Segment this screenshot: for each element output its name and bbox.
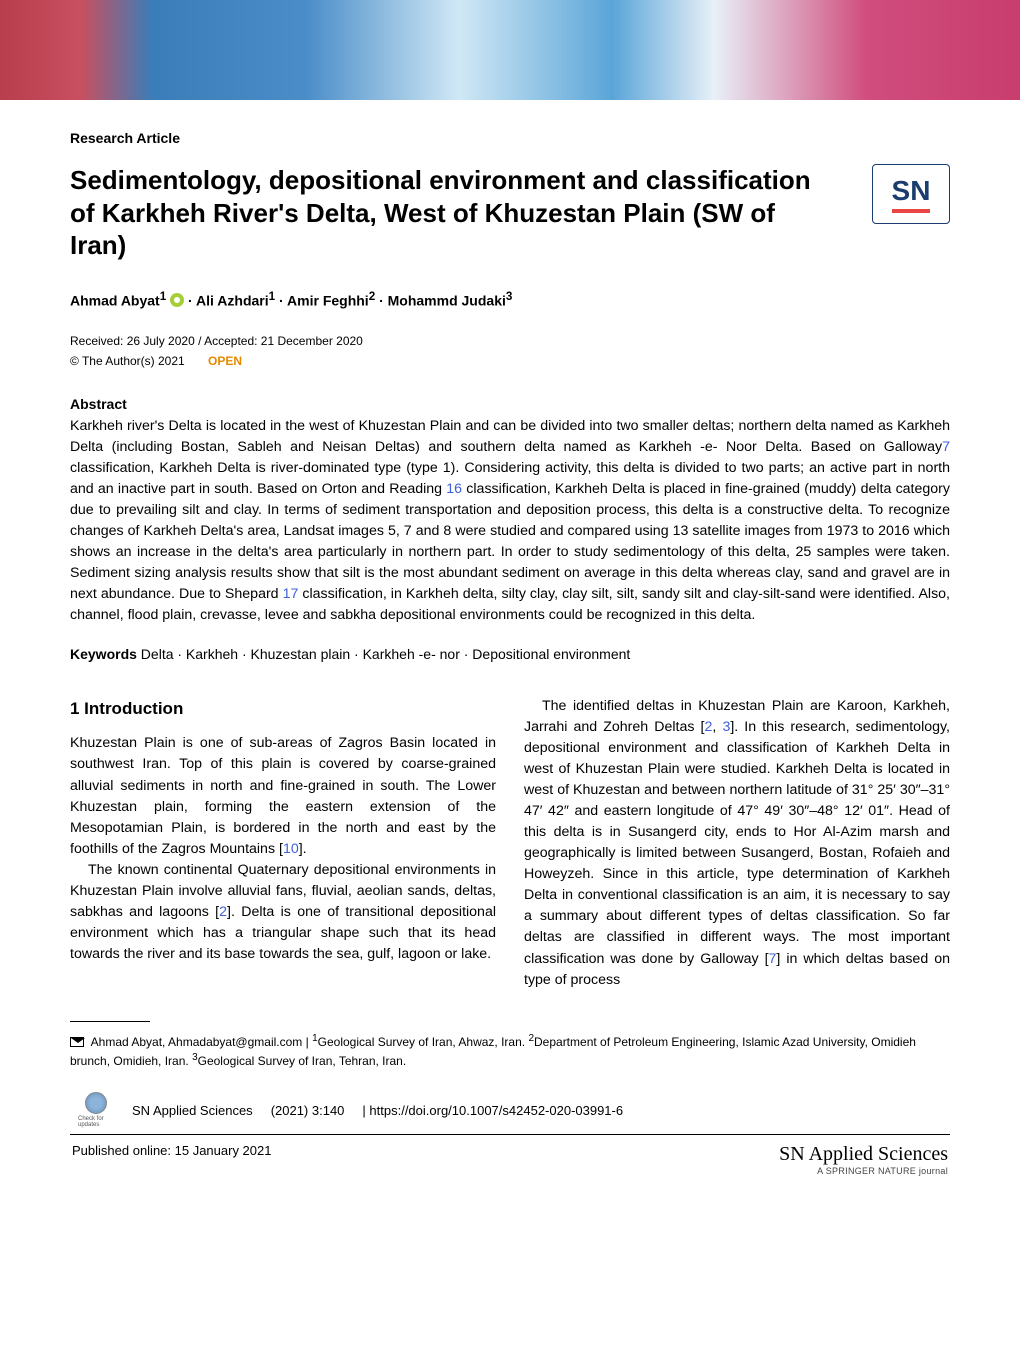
abstract-heading: Abstract [70,396,950,412]
column-left: 1 Introduction Khuzestan Plain is one of… [70,696,496,990]
publication-info: Check for updates SN Applied Sciences (2… [70,1092,950,1128]
affil-text: Geological Survey of Iran, Tehran, Iran. [198,1054,407,1068]
body-seg: ]. [299,841,307,857]
article-type: Research Article [70,130,950,146]
dates-line: Received: 26 July 2020 / Accepted: 21 De… [70,332,950,350]
author-2: · Ali Azhdari [184,292,269,308]
keywords-label: Keywords [70,646,137,662]
pub-date: Published online: 15 January 2021 [72,1143,271,1158]
bottom-rule [70,1134,950,1135]
keywords-line: Keywords Delta · Karkheh · Khuzestan pla… [70,646,950,662]
copyright-text: © The Author(s) 2021 [70,354,185,368]
journal-brand: SN Applied Sciences A SPRINGER NATURE jo… [779,1143,948,1176]
body-seg: ]. In this research, sedimentology, depo… [524,719,950,966]
brand-tagline: A SPRINGER NATURE journal [779,1166,948,1176]
citation-link[interactable]: 17 [283,586,299,602]
affil-sup: 1 [160,290,166,303]
volume-ref: (2021) 3:140 [271,1103,345,1118]
page-title: Sedimentology, depositional environment … [70,164,830,262]
author-3: · Amir Feghhi [275,292,369,308]
abstract-body: Karkheh river's Delta is located in the … [70,416,950,626]
keywords-text: Delta · Karkheh · Khuzestan plain · Kark… [137,646,630,662]
body-columns: 1 Introduction Khuzestan Plain is one of… [70,696,950,990]
crossmark-button[interactable]: Check for updates [78,1092,114,1128]
footer-row: Published online: 15 January 2021 SN App… [70,1143,950,1184]
footnote-rule [70,1021,150,1022]
header-banner [0,0,1020,100]
author-4: · Mohammd Judaki [375,292,506,308]
title-row: Sedimentology, depositional environment … [70,164,950,262]
author-1: Ahmad Abyat [70,292,160,308]
body-seg: , [712,719,722,735]
crossmark-icon [85,1092,107,1114]
citation-link[interactable]: 10 [283,841,299,857]
correspondence: Ahmad Abyat, Ahmadabyat@gmail.com | 1Geo… [70,1032,950,1071]
doi-link[interactable]: | https://doi.org/10.1007/s42452-020-039… [362,1103,623,1118]
brand-name: SN Applied Sciences [779,1143,948,1166]
corr-text: Ahmad Abyat, Ahmadabyat@gmail.com | [88,1035,312,1049]
body-seg: Khuzestan Plain is one of sub-areas of Z… [70,735,496,856]
citation-link[interactable]: 2 [219,904,227,920]
sn-logo-text: SN [892,175,931,213]
authors-line: Ahmad Abyat1 · Ali Azhdari1 · Amir Feghh… [70,290,950,309]
citation-link[interactable]: 7 [942,439,950,455]
affil-text: Geological Survey of Iran, Ahwaz, Iran. [318,1035,529,1049]
citation-link[interactable]: 16 [446,481,462,497]
copyright-line: © The Author(s) 2021 OPEN [70,354,950,368]
article-content: Research Article Sedimentology, depositi… [0,100,1020,1204]
orcid-icon[interactable] [170,293,184,307]
journal-ref: SN Applied Sciences [132,1103,253,1118]
abstract-seg: Karkheh river's Delta is located in the … [70,418,950,455]
open-access-badge: OPEN [208,354,242,368]
column-right: The identified deltas in Khuzestan Plain… [524,696,950,990]
body-para: The known continental Quaternary deposit… [70,860,496,965]
body-para: Khuzestan Plain is one of sub-areas of Z… [70,733,496,859]
affil-sup: 3 [506,290,512,303]
body-para: The identified deltas in Khuzestan Plain… [524,696,950,990]
crossmark-label: Check for updates [78,1116,114,1128]
section-heading-intro: 1 Introduction [70,696,496,721]
sn-logo: SN [872,164,950,224]
abstract-seg: classifica­tion, Karkheh Delta is placed… [70,481,950,602]
mail-icon [70,1037,84,1047]
